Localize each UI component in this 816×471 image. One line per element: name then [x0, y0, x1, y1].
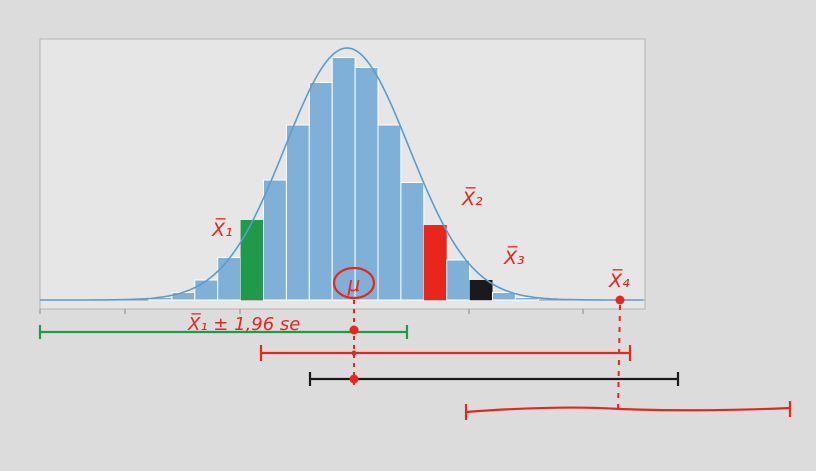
histogram-bar-13: [446, 259, 471, 301]
xbar2-label: X̅₂: [461, 186, 483, 210]
xbar3-label: X̅₃: [503, 245, 525, 269]
histogram-bar-3: [217, 257, 242, 301]
histogram-bar-5: [263, 179, 287, 301]
interval-xbar4: [464, 401, 792, 420]
histogram-bar-10: [377, 124, 402, 301]
highlighted-bar-12: [423, 225, 447, 300]
annotations: μ X̅₁ X̅₂ X̅₃ X̅₄ X̅₁ ± 1,96 se: [38, 186, 792, 420]
mu-dot-2: [351, 350, 357, 356]
interval-formula: X̅₁ ± 1,96 se: [187, 313, 300, 335]
highlighted-bar-4: [240, 220, 264, 300]
xbar4-point: [615, 295, 625, 305]
mu-dot-3: [349, 374, 359, 384]
histogram-bar-9: [354, 67, 379, 301]
xbar4-label: X̅₄: [608, 268, 630, 292]
histogram-bar-6: [285, 124, 310, 301]
mu-label: μ: [347, 272, 361, 296]
normal-curve: [40, 47, 643, 301]
histogram-bar-11: [400, 182, 425, 301]
histogram-bar-15: [492, 292, 516, 301]
histogram-bar-2: [194, 279, 219, 301]
interval-xbar1: [38, 325, 409, 339]
highlighted-bar-14: [469, 280, 493, 300]
histogram-bar-16: [514, 297, 539, 301]
interval-xbar2: [259, 345, 632, 361]
mu-circle: [332, 266, 376, 300]
x-axis-ticks: [39, 309, 584, 314]
interval-xbar3: [308, 372, 680, 386]
histogram-bar-7: [308, 82, 333, 301]
mu-dot-1: [349, 325, 359, 335]
xbar1-label: X̅₁: [211, 217, 233, 241]
xbar4-reference-line: [617, 304, 621, 411]
histogram-bar-1: [171, 292, 196, 301]
histogram-bar-8: [331, 57, 356, 301]
histogram-bars: [148, 57, 539, 301]
